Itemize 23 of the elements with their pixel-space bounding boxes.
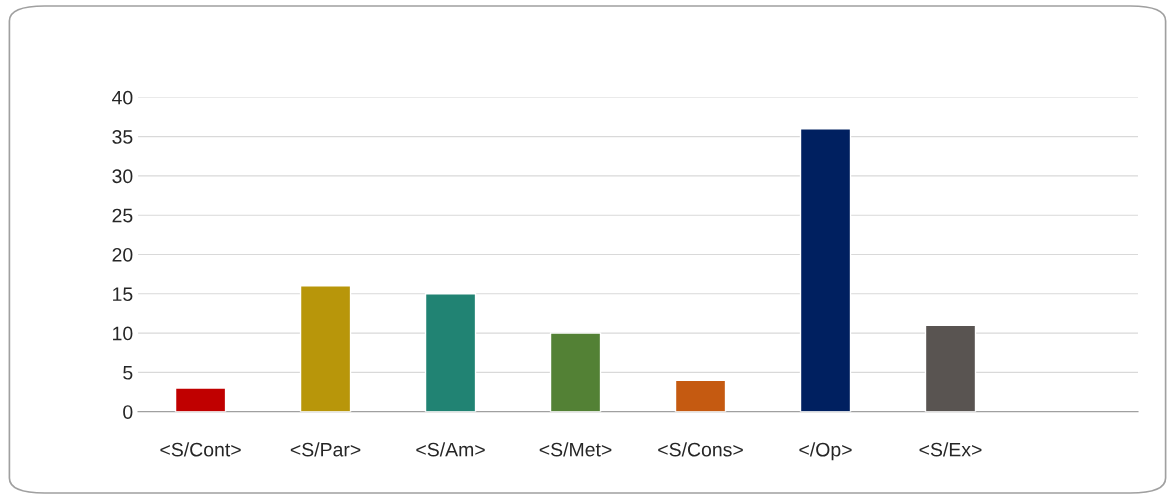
x-tick-label: <S/Par> xyxy=(290,442,361,457)
y-tick-label: 30 xyxy=(112,169,133,184)
y-tick-label: 40 xyxy=(112,90,133,105)
x-tick-label: <S/Cont> xyxy=(160,442,241,457)
bar xyxy=(799,128,852,412)
bar xyxy=(674,379,727,412)
bar xyxy=(424,293,477,412)
y-tick-label: 15 xyxy=(113,287,133,302)
bar xyxy=(299,285,352,412)
y-tick-label: 25 xyxy=(112,208,133,223)
x-tick-label: <S/Am> xyxy=(416,442,485,457)
bar xyxy=(174,387,227,412)
y-tick-label: 0 xyxy=(123,405,133,419)
y-tick-label: 5 xyxy=(123,366,133,380)
x-tick-label: </Op> xyxy=(799,442,852,461)
x-tick-label: <S/Ex> xyxy=(919,442,982,457)
bar xyxy=(549,332,602,412)
y-tick-label: 20 xyxy=(112,247,133,262)
y-tick-label: 35 xyxy=(112,130,133,144)
x-tick-label: <S/Met> xyxy=(539,442,612,457)
bar xyxy=(924,324,977,412)
y-tick-label: 10 xyxy=(113,326,133,341)
x-tick-label: <S/Cons> xyxy=(658,442,743,457)
